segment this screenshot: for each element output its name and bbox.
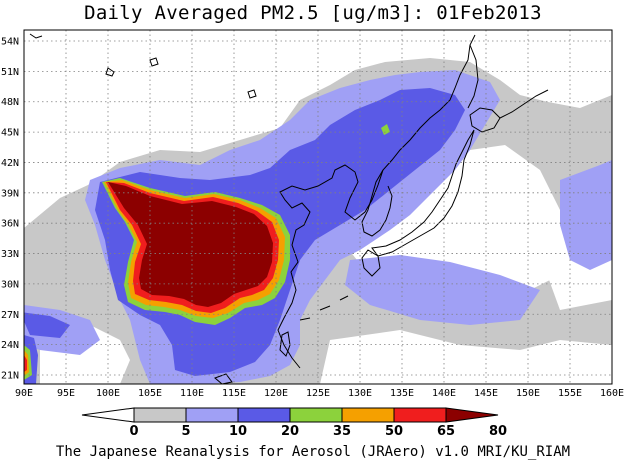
- longitude-labels: 90E 95E 100E 105E 110E 115E 120E 125E 130E 135E 14…: [15, 388, 624, 399]
- lon-label: 140E: [432, 388, 456, 399]
- lon-label: 95E: [57, 388, 75, 399]
- colorbar-label: 0: [129, 424, 138, 439]
- coast-taiwan: [279, 331, 291, 357]
- lon-label: 100E: [96, 388, 120, 399]
- lat-label: 39N: [1, 188, 19, 199]
- lon-label: 110E: [180, 388, 204, 399]
- lon-label: 105E: [138, 388, 162, 399]
- lat-label: 27N: [1, 310, 19, 321]
- coast-japan-hokkaido: [469, 107, 501, 133]
- colorbar-label: 5: [181, 424, 190, 439]
- colorbar-segment: [289, 407, 343, 423]
- coast-japan-kyushu: [361, 249, 381, 277]
- lon-label: 125E: [306, 388, 330, 399]
- lon-label: 160E: [600, 388, 624, 399]
- coastlines: [29, 33, 549, 384]
- colorbar-label: 50: [385, 424, 403, 439]
- lat-label: 30N: [1, 279, 19, 290]
- lon-label: 145E: [474, 388, 498, 399]
- colorbar-label: 20: [281, 424, 299, 439]
- colorbar: 0 5 10 20 35 50 65 80: [81, 407, 507, 439]
- coast-china-korea: [277, 34, 476, 369]
- colorbar-label: 80: [489, 424, 507, 439]
- colorbar-label: 35: [333, 424, 351, 439]
- coast-sakhalin: [467, 44, 479, 109]
- lon-label: 120E: [264, 388, 288, 399]
- lightblue-band-southeast: [345, 255, 540, 325]
- lat-label: 54N: [1, 37, 19, 48]
- coast-kurils: [499, 89, 549, 119]
- lat-label: 51N: [1, 67, 19, 78]
- green-speck-hokkaido: [381, 124, 390, 135]
- lat-label: 42N: [1, 158, 19, 169]
- lat-label: 24N: [1, 340, 19, 351]
- lon-label: 135E: [390, 388, 414, 399]
- lon-label: 155E: [558, 388, 582, 399]
- lat-label: 36N: [1, 219, 19, 230]
- lat-label: 48N: [1, 97, 19, 108]
- white-gap-southeast: [320, 330, 612, 384]
- coast-japan-honshu: [371, 129, 475, 257]
- red-band-sw-corner: [24, 355, 27, 372]
- coast-ryukyu: [299, 295, 349, 321]
- lake-baikal: [29, 33, 115, 77]
- lon-label: 115E: [222, 388, 246, 399]
- darkred-band-core: [108, 182, 273, 307]
- colorbar-segment: [185, 407, 239, 423]
- map-title: Daily Averaged PM2.5 [ug/m3]: 01Feb2013: [84, 2, 542, 24]
- gridlines: [24, 30, 612, 384]
- lon-label: 150E: [516, 388, 540, 399]
- credit-footer: The Japanese Reanalysis for Aerosol (JRA…: [55, 444, 571, 460]
- colorbar-segment: [133, 407, 187, 423]
- lightblue-band-east: [560, 160, 612, 270]
- lat-label: 21N: [1, 371, 19, 382]
- colorbar-segment: [81, 407, 135, 423]
- colorbar-segment: [393, 407, 447, 423]
- colorbar-label: 65: [437, 424, 455, 439]
- blue-band-offshore: [24, 312, 70, 338]
- coast-small-lakes: [149, 57, 257, 99]
- coast-korea-peninsula: [361, 169, 393, 237]
- lon-label: 90E: [15, 388, 33, 399]
- plot-frame: [23, 29, 613, 385]
- colorbar-label: 10: [229, 424, 247, 439]
- lon-label: 130E: [348, 388, 372, 399]
- lat-label: 33N: [1, 249, 19, 260]
- lat-label: 45N: [1, 128, 19, 139]
- latitude-labels: 54N 51N 48N 45N 42N 39N 36N 33N 30N 27N 24N 21N: [1, 37, 19, 382]
- colorbar-segment: [445, 407, 499, 423]
- colorbar-segment: [237, 407, 291, 423]
- colorbar-segment: [341, 407, 395, 423]
